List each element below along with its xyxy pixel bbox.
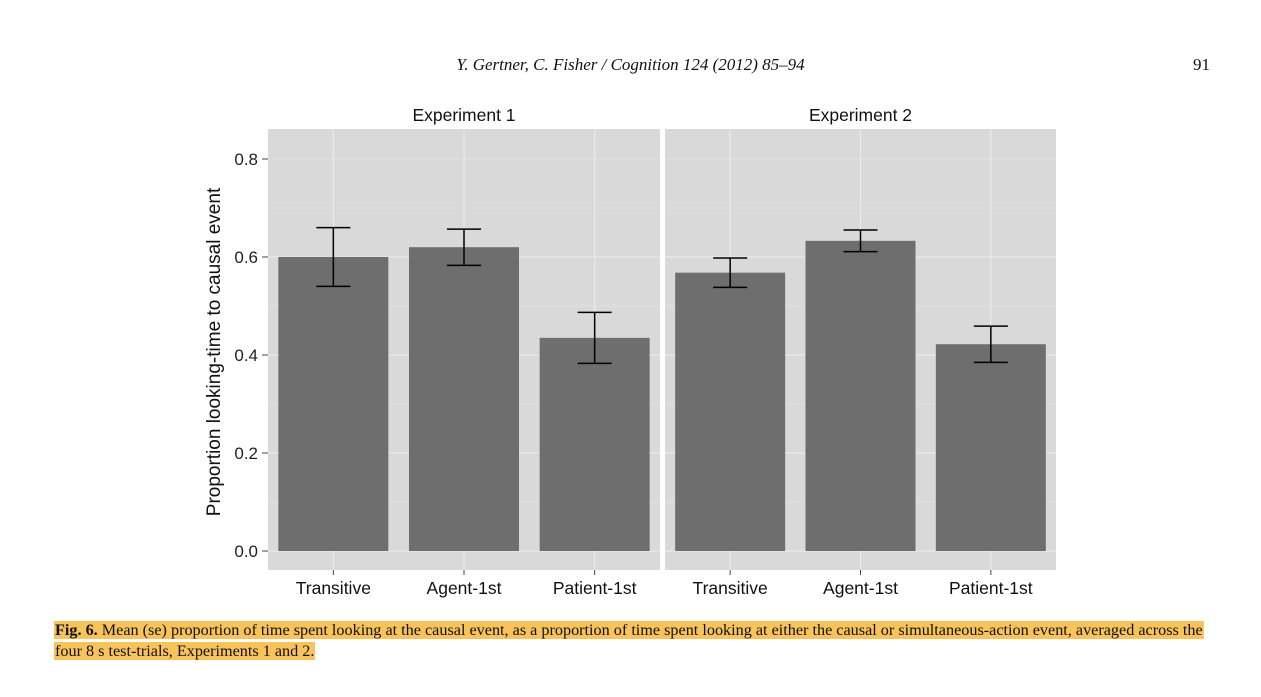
page-number: 91 [1193, 55, 1210, 74]
x-tick-label: Patient-1st [553, 578, 637, 598]
x-tick-label: Transitive [693, 578, 768, 598]
figure-caption: Fig. 6. Mean (se) proportion of time spe… [54, 620, 1214, 662]
bar [675, 272, 786, 551]
running-head: Y. Gertner, C. Fisher / Cognition 124 (2… [456, 55, 805, 74]
x-tick-label: Agent-1st [427, 578, 502, 598]
x-tick-label: Transitive [296, 578, 371, 598]
bar [805, 240, 916, 551]
bar [935, 344, 1046, 551]
y-tick-label: 0.4 [234, 346, 258, 365]
y-tick-label: 0.6 [234, 248, 258, 267]
x-tick-label: Agent-1st [823, 578, 898, 598]
bar [539, 337, 650, 551]
panel-title: Experiment 2 [809, 105, 912, 125]
y-tick-label: 0.8 [234, 150, 258, 169]
bar [278, 257, 389, 551]
x-tick-label: Patient-1st [949, 578, 1033, 598]
panel-title: Experiment 1 [412, 105, 515, 125]
bar [409, 247, 519, 551]
caption-label: Fig. 6. [55, 621, 98, 639]
y-tick-label: 0.2 [234, 444, 258, 463]
y-tick-label: 0.0 [234, 542, 258, 561]
y-axis-label: Proportion looking-time to causal event [204, 187, 225, 516]
caption-text: Mean (se) proportion of time spent looki… [55, 621, 1203, 660]
bar-chart: Proportion looking-time to causal event 0… [204, 105, 1056, 598]
